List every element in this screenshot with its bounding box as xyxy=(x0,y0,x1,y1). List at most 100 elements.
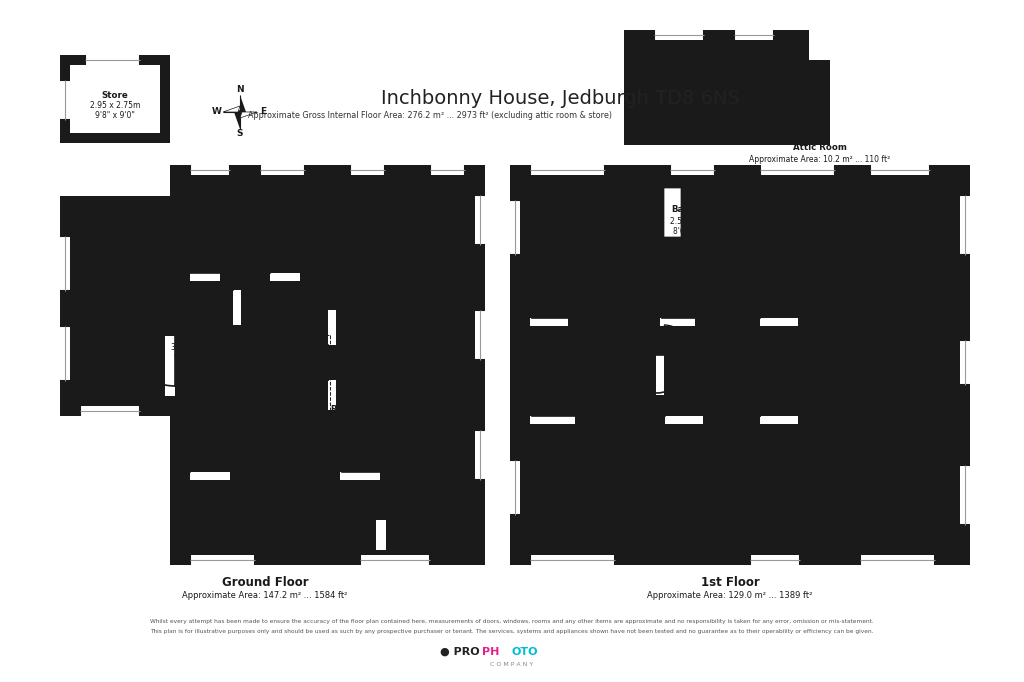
Bar xyxy=(750,555,800,565)
Text: 12'10" x 12'3": 12'10" x 12'3" xyxy=(385,282,439,291)
Bar xyxy=(233,273,241,373)
Bar xyxy=(165,320,175,380)
Bar xyxy=(520,175,961,555)
Bar xyxy=(70,65,160,133)
Bar xyxy=(241,281,328,472)
Bar xyxy=(475,310,485,360)
Text: N: N xyxy=(237,85,244,95)
Bar xyxy=(520,175,656,318)
Text: 3.91 x 3.72m: 3.91 x 3.72m xyxy=(387,271,437,280)
Bar xyxy=(728,326,736,426)
Bar xyxy=(660,318,695,326)
Bar xyxy=(475,195,485,245)
Text: 3.71 x 3.70m: 3.71 x 3.70m xyxy=(565,267,615,276)
Bar xyxy=(260,175,328,273)
Text: 2.58 x 2.40m: 2.58 x 2.40m xyxy=(670,216,720,226)
Bar xyxy=(336,175,475,230)
Text: 4.83 x 3.29m: 4.83 x 3.29m xyxy=(87,295,137,303)
Bar xyxy=(180,480,328,553)
Bar xyxy=(60,326,70,381)
Polygon shape xyxy=(240,112,257,118)
Bar xyxy=(860,555,935,565)
Text: 10'8" x 4'5": 10'8" x 4'5" xyxy=(348,200,387,206)
Text: 16'7" x 13'6": 16'7" x 13'6" xyxy=(565,492,614,501)
Text: ● PRO: ● PRO xyxy=(440,647,480,657)
Text: 9'8" x 9'0": 9'8" x 9'0" xyxy=(95,111,135,121)
Bar xyxy=(663,187,681,237)
Bar xyxy=(728,175,736,330)
Bar xyxy=(663,187,681,237)
Bar xyxy=(760,165,835,175)
Bar xyxy=(728,424,736,553)
Text: 3.91 x 3.70m: 3.91 x 3.70m xyxy=(822,261,873,271)
Bar xyxy=(530,318,568,326)
Text: 8'6" x 7'11": 8'6" x 7'11" xyxy=(673,226,717,235)
Bar xyxy=(530,416,575,424)
Text: 6.36 x 4.14m: 6.36 x 4.14m xyxy=(390,501,440,511)
Bar xyxy=(270,273,300,281)
Text: Library / Snug: Library / Snug xyxy=(378,261,446,269)
Text: Office: Office xyxy=(395,396,424,404)
Text: Bedroom: Bedroom xyxy=(568,256,612,265)
Bar xyxy=(336,175,475,368)
Bar xyxy=(360,555,430,565)
Text: WC: WC xyxy=(285,216,301,224)
Text: 12'10" x 12'2": 12'10" x 12'2" xyxy=(821,271,874,280)
Bar xyxy=(510,460,520,515)
Bar xyxy=(760,416,795,424)
Text: 4.99 x 4.10m: 4.99 x 4.10m xyxy=(232,501,284,511)
Bar xyxy=(233,290,241,325)
Text: Hall: Hall xyxy=(685,370,705,379)
Text: Bedroom: Bedroom xyxy=(826,250,870,259)
Bar xyxy=(328,175,475,183)
Bar xyxy=(80,406,140,416)
Text: 2.42 x 1.74m: 2.42 x 1.74m xyxy=(268,226,318,235)
Bar xyxy=(760,416,798,424)
Bar xyxy=(165,336,175,396)
Bar xyxy=(70,206,175,406)
Text: 6.38 x 3.84m: 6.38 x 3.84m xyxy=(827,477,879,486)
Text: Approximate Gross Internal Floor Area: 276.2 m² ... 2973 ft² (excluding attic ro: Approximate Gross Internal Floor Area: 2… xyxy=(248,110,612,119)
Bar xyxy=(670,165,715,175)
Bar xyxy=(336,480,475,555)
Text: Dining Room: Dining Room xyxy=(227,490,289,499)
Bar xyxy=(180,281,233,368)
Text: Porch: Porch xyxy=(336,535,364,544)
Bar xyxy=(665,416,703,424)
Text: 1st Floor: 1st Floor xyxy=(700,576,760,589)
Bar xyxy=(475,430,485,480)
Bar xyxy=(530,555,615,565)
Bar xyxy=(656,424,664,553)
Bar xyxy=(328,310,336,345)
Bar xyxy=(760,318,798,326)
Text: 20'11" x 12'7": 20'11" x 12'7" xyxy=(826,486,880,496)
Bar xyxy=(785,70,820,135)
Polygon shape xyxy=(240,95,246,114)
Text: Hall: Hall xyxy=(345,417,365,426)
Bar xyxy=(130,315,165,385)
Bar xyxy=(60,80,70,120)
Text: Approximate Area: 129.0 m² ... 1389 ft²: Approximate Area: 129.0 m² ... 1389 ft² xyxy=(647,591,813,600)
Bar xyxy=(430,165,465,175)
Text: 3.76 x 2.41m: 3.76 x 2.41m xyxy=(680,82,730,91)
Bar xyxy=(775,75,785,130)
Bar xyxy=(961,195,970,255)
Bar xyxy=(60,236,70,291)
Polygon shape xyxy=(234,110,240,129)
Bar xyxy=(530,165,605,175)
Bar xyxy=(180,472,425,480)
Text: 5.04 x 4.11m: 5.04 x 4.11m xyxy=(565,481,615,490)
Bar xyxy=(656,355,664,395)
Bar xyxy=(520,424,656,555)
Bar xyxy=(103,55,127,65)
Text: 7'11" x 5'8": 7'11" x 5'8" xyxy=(270,237,315,246)
Text: Sitting Room: Sitting Room xyxy=(383,490,446,499)
Text: 12'10" x 7'6": 12'10" x 7'6" xyxy=(385,417,434,426)
Text: Room: Room xyxy=(679,469,707,479)
Bar xyxy=(656,326,664,426)
Text: Approximate Area: 147.2 m² ... 1584 ft²: Approximate Area: 147.2 m² ... 1584 ft² xyxy=(182,591,348,600)
Text: Approximate Area: 10.2 m² ... 110 ft²: Approximate Area: 10.2 m² ... 110 ft² xyxy=(750,155,891,164)
Bar xyxy=(180,368,345,376)
Polygon shape xyxy=(223,106,240,112)
Bar xyxy=(510,165,970,565)
